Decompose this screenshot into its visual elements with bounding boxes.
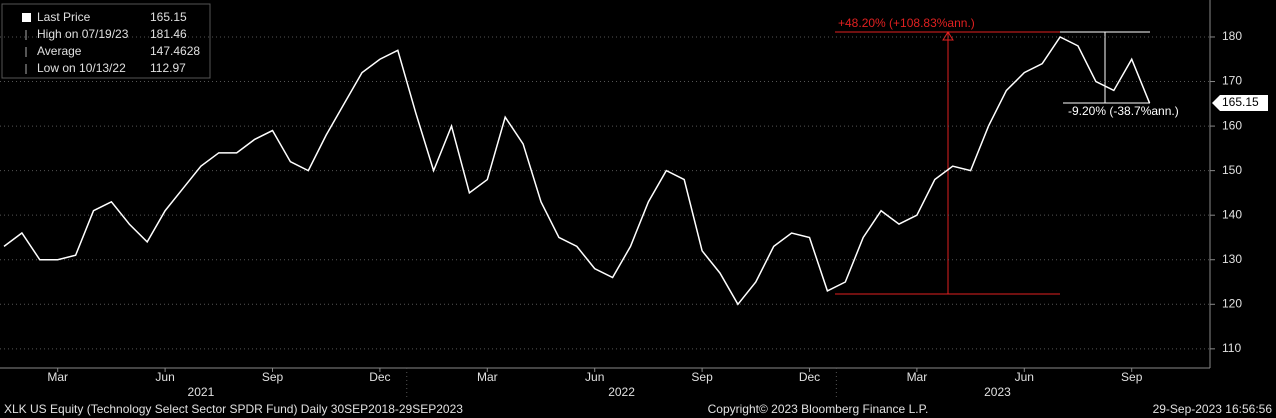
x-tick-label: Dec (799, 370, 820, 384)
annotation: -9.20% (-38.7%ann.) (1068, 104, 1179, 118)
last-price-tag (1212, 95, 1268, 111)
x-tick-label: Mar (47, 370, 68, 384)
x-tick-label: Jun (1015, 370, 1034, 384)
price-line (3, 36, 1151, 306)
legend-stats: High on 07/19/23 181.46 Average 147.4628 Low… (25, 27, 200, 75)
y-tick-label: 120 (1222, 296, 1242, 310)
x-tick-label: Sep (691, 370, 713, 384)
x-tick-label: Sep (262, 370, 284, 384)
footer-left: XLK US Equity (Technology Select Sector … (4, 402, 463, 416)
year-label: 2022 (608, 385, 635, 399)
year-label: 2023 (984, 385, 1011, 399)
y-tick-label: 130 (1222, 252, 1242, 266)
x-tick-label: Sep (1121, 370, 1143, 384)
footer-right: 29-Sep-2023 16:56:56 (1153, 402, 1273, 416)
legend-label: Low on 10/13/22 (37, 61, 126, 75)
y-tick-label: 170 (1222, 74, 1242, 88)
x-tick-label: Jun (585, 370, 604, 384)
x-tick-label: Mar (477, 370, 498, 384)
y-tick-label: 150 (1222, 163, 1242, 177)
year-label: 2021 (188, 385, 215, 399)
x-tick-label: Jun (155, 370, 174, 384)
legend-value: 147.4628 (150, 44, 200, 58)
footer-center: Copyright© 2023 Bloomberg Finance L.P. (708, 402, 929, 416)
y-tick-label: 160 (1222, 118, 1242, 132)
legend-value: 112.97 (150, 61, 186, 75)
legend-label: Last Price (37, 10, 91, 24)
annotation: +48.20% (+108.83%ann.) (838, 16, 975, 30)
x-tick-label: Mar (907, 370, 928, 384)
legend-swatch (22, 13, 31, 22)
x-tick-label: Dec (369, 370, 390, 384)
legend-value: 181.46 (150, 27, 187, 41)
y-tick-label: 110 (1222, 341, 1241, 355)
y-tick-label: 140 (1222, 207, 1242, 221)
y-tick-label: 180 (1222, 29, 1242, 43)
legend-label: Average (37, 44, 82, 58)
last-price-label: 165.15 (1222, 95, 1259, 109)
legend-value: 165.15 (150, 10, 187, 24)
legend-box (1, 3, 211, 79)
legend-label: High on 07/19/23 (37, 27, 129, 41)
measure-arrow (942, 31, 954, 41)
